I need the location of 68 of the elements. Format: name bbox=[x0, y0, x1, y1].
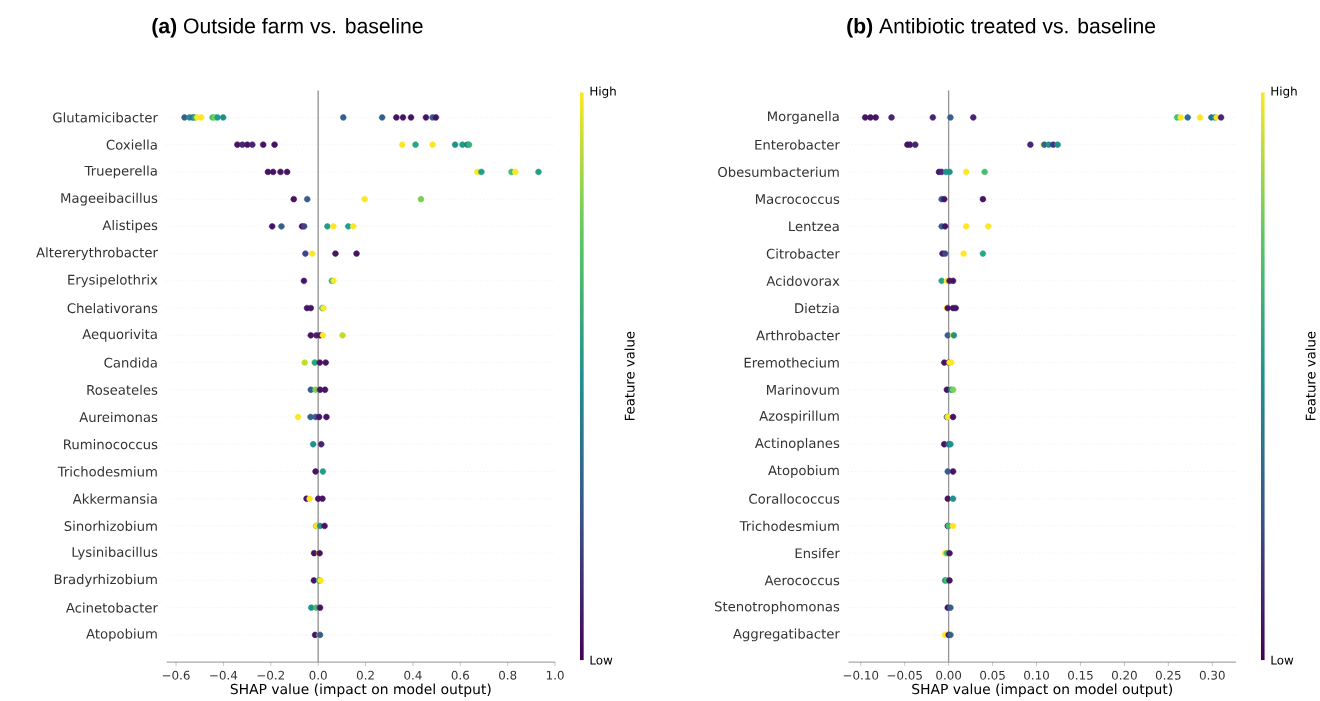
y-tick-label: Roseateles bbox=[87, 384, 158, 395]
y-tick-label: Acinetobacter bbox=[65, 602, 158, 613]
y-tick-label: Aerococcus bbox=[764, 575, 840, 586]
y-tick-label: Trichodesmium bbox=[57, 466, 157, 477]
y-tick-label: Corallococcus bbox=[749, 493, 840, 504]
x-tick-label: 0.10 bbox=[1024, 670, 1049, 680]
y-tick-label: Ensifer bbox=[795, 547, 840, 559]
x-axis-title: SHAP value (impact on model output) bbox=[230, 683, 491, 697]
x-tick-label: 0.0 bbox=[309, 670, 327, 680]
x-tick-label: −0.10 bbox=[843, 670, 879, 680]
y-tick-label: Candida bbox=[104, 357, 157, 368]
chart-title: (b) Antibiotic treated vs. baseline bbox=[847, 17, 1156, 38]
y-tick-label: Ruminococcus bbox=[64, 438, 158, 450]
text: High bbox=[590, 86, 616, 98]
color-bar-title: Feature value bbox=[624, 331, 635, 420]
x-tick-label: −0.2 bbox=[257, 670, 285, 680]
y-tick-label: Mageeibacillus bbox=[61, 192, 158, 206]
y-tick-label: Enterobacter bbox=[755, 139, 840, 150]
y-tick-label: Marinovum bbox=[767, 384, 839, 395]
y-tick-label: Lentzea bbox=[789, 221, 839, 232]
y-tick-label: Citrobacter bbox=[766, 248, 840, 259]
x-tick-label: 0.00 bbox=[936, 670, 962, 680]
x-tick-label: −0.05 bbox=[887, 670, 922, 680]
y-tick-label: Macrococcus bbox=[755, 194, 840, 204]
y-tick-label: Chelativorans bbox=[67, 302, 158, 314]
y-tick-label: Sinorhizobium bbox=[64, 520, 157, 531]
chart-title: (a) Outside farm vs. baseline bbox=[152, 17, 423, 38]
text: Low bbox=[1271, 655, 1294, 665]
y-tick-label: Atopobium bbox=[768, 464, 839, 478]
y-tick-label: Aequorivita bbox=[82, 328, 157, 342]
color-bar-title: Feature value bbox=[1305, 331, 1316, 420]
y-tick-label: Stenotrophomonas bbox=[714, 601, 840, 614]
y-tick-label: Lysinibacillus bbox=[72, 546, 158, 560]
y-tick-label: Coxiella bbox=[106, 139, 157, 150]
y-tick-label: Atopobium bbox=[86, 628, 157, 642]
x-axis-title: SHAP value (impact on model output) bbox=[912, 683, 1173, 697]
y-tick-label: Aureimonas bbox=[79, 411, 158, 422]
y-tick-label: Dietzia bbox=[795, 302, 839, 314]
y-tick-label: Erysipelothrix bbox=[68, 274, 158, 288]
x-tick-label: 0.20 bbox=[1111, 670, 1137, 680]
x-tick-label: 0.25 bbox=[1155, 670, 1181, 680]
y-tick-label: Acidovorax bbox=[766, 275, 840, 286]
y-tick-label: Actinoplanes bbox=[754, 437, 840, 451]
y-tick-label: Altererythrobacter bbox=[36, 247, 158, 260]
y-tick-label: Obesumbacterium bbox=[718, 166, 839, 177]
y-tick-label: Azospirillum bbox=[759, 410, 839, 424]
y-tick-label: Morganella bbox=[768, 110, 839, 124]
y-tick-label: Eremothecium bbox=[744, 357, 839, 368]
x-tick-label: 0.6 bbox=[451, 670, 470, 680]
y-tick-label: Alistipes bbox=[102, 219, 158, 233]
x-tick-label: 0.2 bbox=[356, 670, 374, 680]
y-tick-label: Akkermansia bbox=[72, 493, 157, 504]
x-tick-label: −0.6 bbox=[162, 670, 190, 680]
y-tick-label: Trichodesmium bbox=[739, 520, 839, 531]
x-tick-label: 0.30 bbox=[1199, 670, 1225, 680]
y-tick-label: Glutamicibacter bbox=[53, 112, 158, 123]
x-tick-label: 1.0 bbox=[546, 670, 564, 680]
y-tick-label: Arthrobacter bbox=[756, 330, 840, 341]
x-tick-label: 0.4 bbox=[404, 670, 422, 680]
text: Low bbox=[590, 655, 613, 665]
y-tick-label: Aggregatibacter bbox=[733, 628, 840, 642]
x-tick-label: 0.15 bbox=[1068, 670, 1093, 680]
text: High bbox=[1271, 86, 1297, 98]
x-tick-label: −0.4 bbox=[210, 670, 238, 680]
x-tick-label: 0.05 bbox=[980, 670, 1005, 680]
y-tick-label: Trueperella bbox=[84, 165, 157, 179]
y-tick-label: Bradyrhizobium bbox=[54, 573, 157, 587]
x-tick-label: 0.8 bbox=[499, 670, 517, 680]
